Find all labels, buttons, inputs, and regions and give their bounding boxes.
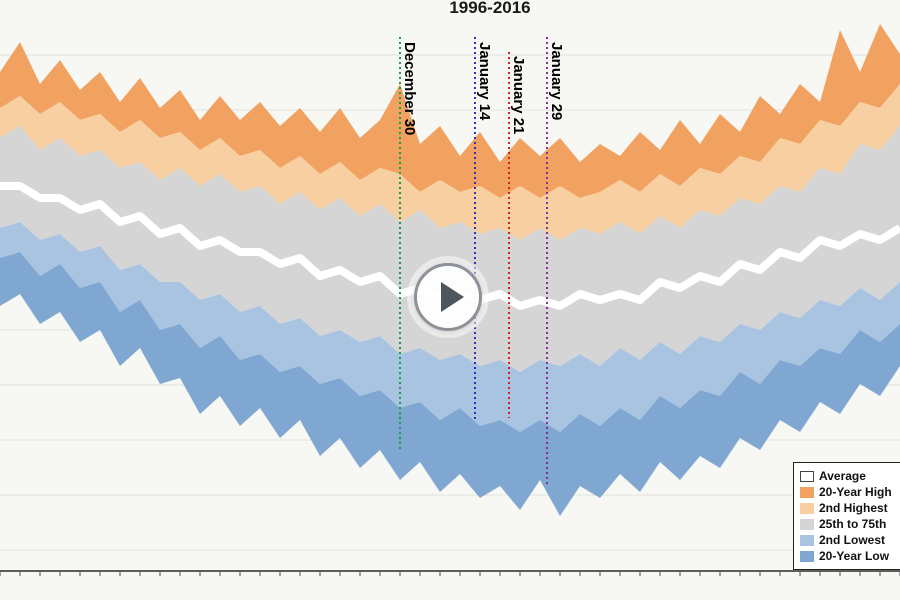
video-play-button[interactable] [414, 263, 482, 331]
legend-swatch [800, 502, 814, 514]
chart-title: 1996-2016 [449, 0, 531, 17]
legend-swatch [800, 534, 814, 546]
play-icon [441, 282, 464, 312]
legend-label: 25th to 75th [819, 517, 887, 531]
annotation-label: December 30 [401, 42, 418, 135]
legend-item: 2nd Lowest [800, 532, 900, 548]
legend-label: 2nd Highest [819, 501, 888, 515]
band-2nd-lowest [0, 222, 900, 432]
legend-swatch [800, 470, 814, 482]
legend-label: 20-Year High [819, 485, 892, 499]
chart-legend: Average 20-Year High 2nd Highest 25th to 75… [793, 462, 900, 570]
annotation-label: January 21 [510, 56, 527, 134]
legend-swatch [800, 486, 814, 498]
legend-swatch [800, 518, 814, 530]
band-2nd-highest [0, 84, 900, 240]
band-20-year-low [0, 252, 900, 516]
legend-label: 20-Year Low [819, 549, 890, 563]
band-25th-to-75th [0, 126, 900, 372]
legend-item: Average [800, 468, 900, 484]
legend-label: Average [819, 469, 866, 483]
annotation-label: January 29 [548, 42, 565, 120]
band-20-year-high [0, 24, 900, 198]
legend-item: 2nd Highest [800, 500, 900, 516]
legend-item: 20-Year Low [800, 548, 900, 564]
legend-label: 2nd Lowest [819, 533, 886, 547]
annotation-label: January 14 [476, 42, 493, 121]
legend-item: 25th to 75th [800, 516, 900, 532]
x-axis-ticks [0, 571, 900, 576]
legend-swatch [800, 550, 814, 562]
legend-item: 20-Year High [800, 484, 900, 500]
